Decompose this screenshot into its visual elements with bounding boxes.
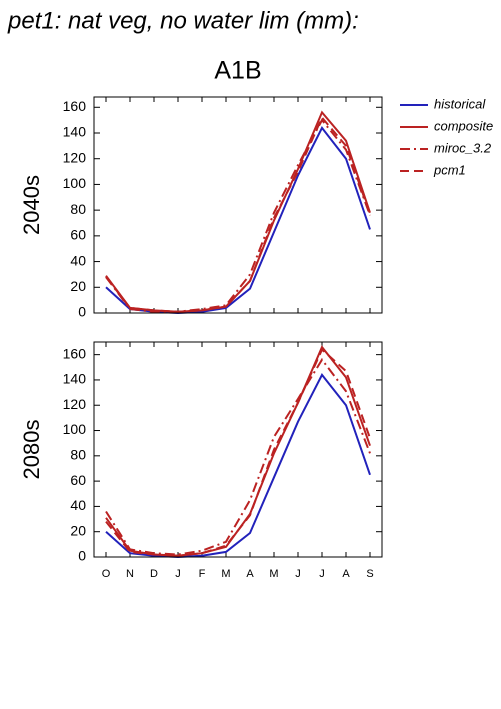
legend-label: miroc_3.2: [434, 140, 492, 155]
figure-title: pet1: nat veg, no water lim (mm):: [7, 7, 359, 34]
y-tick-label: 60: [70, 227, 86, 243]
y-tick-label: 80: [70, 201, 86, 217]
plot-frame: [93, 96, 383, 314]
x-tick-label: A: [246, 568, 254, 580]
y-tick-label: 140: [63, 371, 87, 387]
x-tick-label: J: [175, 568, 181, 580]
scenario-title: A1B: [214, 57, 261, 85]
y-tick-label: 0: [78, 304, 86, 320]
y-tick-label: 0: [78, 548, 86, 564]
series-line: [105, 110, 371, 313]
y-tick-label: 140: [63, 124, 87, 140]
plot-frame: [93, 341, 383, 558]
x-tick-label: A: [342, 568, 350, 580]
y-tick-label: 120: [63, 396, 87, 412]
y-tick-label: 100: [63, 175, 87, 191]
x-tick-label: D: [150, 568, 158, 580]
y-tick-label: 160: [63, 345, 87, 361]
series-line: [105, 347, 371, 557]
x-tick-label: J: [319, 568, 325, 580]
y-tick-label: 120: [63, 149, 87, 165]
series-line: [105, 115, 371, 313]
x-tick-label: O: [102, 568, 111, 580]
legend-label: pcm1: [433, 162, 466, 177]
x-tick-label: M: [269, 568, 278, 580]
series-line: [105, 345, 371, 557]
y-tick-label: 40: [70, 497, 86, 513]
y-tick-label: 100: [63, 421, 87, 437]
y-tick-label: 60: [70, 472, 86, 488]
legend-label: historical: [434, 96, 486, 111]
x-tick-label: J: [295, 568, 301, 580]
x-tick-label: M: [221, 568, 230, 580]
x-tick-label: F: [199, 568, 206, 580]
series-line: [105, 357, 371, 556]
y-tick-label: 20: [70, 278, 86, 294]
x-tick-label: S: [366, 568, 373, 580]
series-line: [105, 118, 371, 313]
series-line: [105, 373, 371, 559]
x-tick-label: N: [126, 568, 134, 580]
row-label: 2040s: [19, 175, 44, 235]
y-tick-label: 160: [63, 98, 87, 114]
series-line: [105, 126, 371, 315]
legend-label: composite: [434, 118, 493, 133]
y-tick-label: 20: [70, 522, 86, 538]
y-tick-label: 40: [70, 252, 86, 268]
y-tick-label: 80: [70, 447, 86, 463]
row-label: 2080s: [19, 420, 44, 480]
